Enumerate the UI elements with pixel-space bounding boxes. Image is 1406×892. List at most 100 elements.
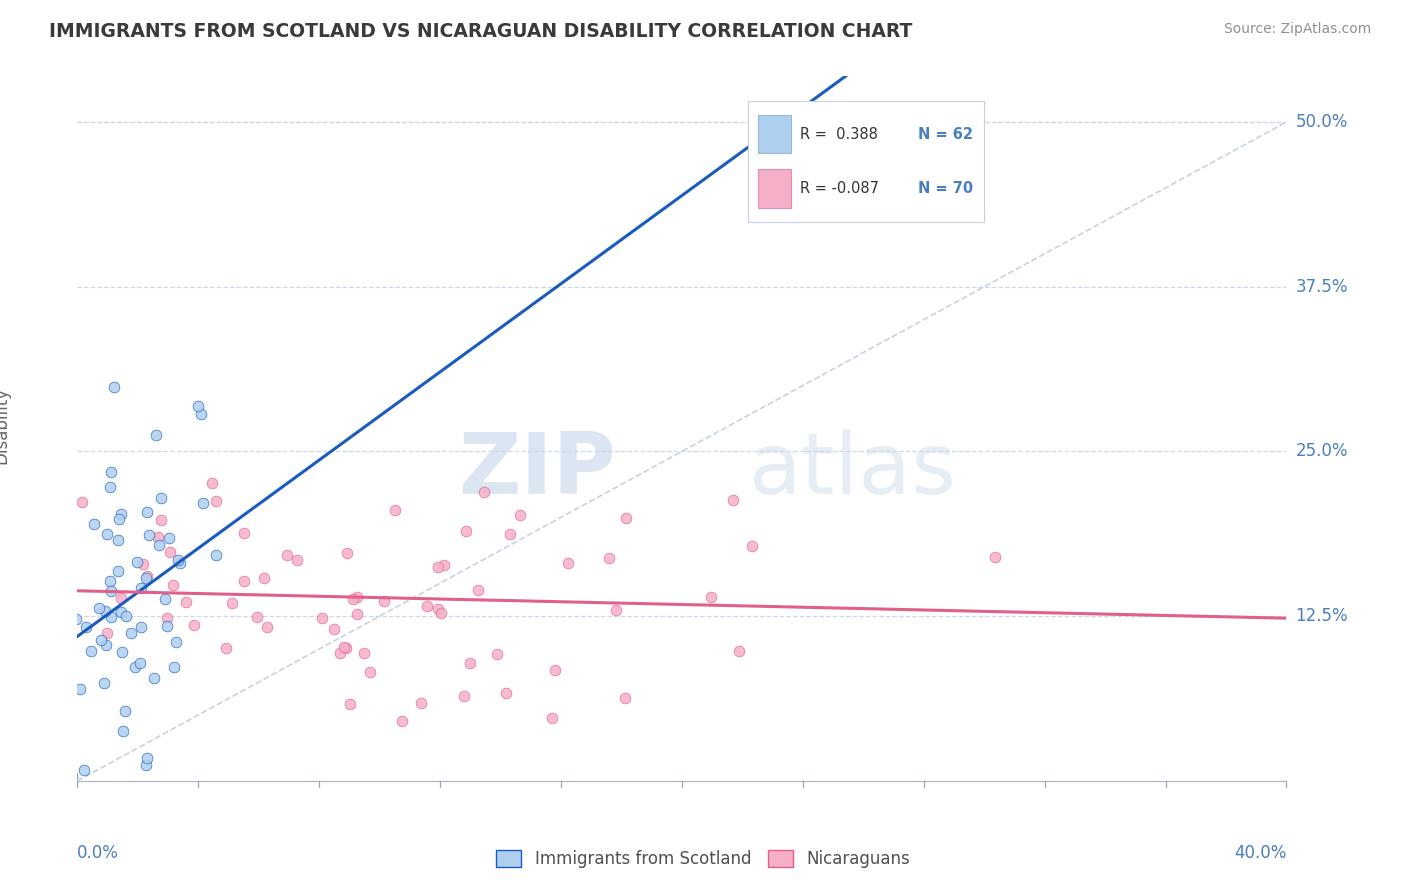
Point [132,819,155,833]
Point [37,538,59,552]
Point [56,690,79,704]
Point [96,626,118,640]
Point [336,546,359,560]
Point [90,632,112,647]
Point [433,558,456,572]
Point [165,635,187,649]
Point [146,530,169,544]
Point [256,620,278,634]
Point [136,751,159,765]
Point [201,476,224,491]
Point [128,656,150,670]
Text: 50.0%: 50.0% [1295,113,1348,131]
Point [430,607,453,621]
Text: 12.5%: 12.5% [1295,607,1348,625]
Text: atlas: atlas [748,429,956,512]
Point [125,555,148,569]
Point [135,505,157,519]
Point [391,714,413,728]
Point [87,601,110,615]
Point [34,588,56,602]
Point [232,574,254,589]
Point [107,564,129,578]
Point [193,496,215,510]
Point [129,581,152,595]
Point [100,574,122,589]
Point [120,625,142,640]
Point [75,620,97,634]
Text: ZIP: ZIP [458,429,616,512]
Point [83,517,105,532]
Point [322,622,344,636]
Point [169,556,191,570]
Point [700,591,723,605]
Point [598,550,620,565]
Point [79,644,101,658]
Point [100,583,122,598]
Point [110,591,132,605]
Text: 0.0%: 0.0% [77,844,120,863]
Point [253,571,276,585]
Point [163,660,186,674]
Point [150,491,173,505]
Point [124,660,146,674]
Point [346,590,368,604]
Point [138,528,160,542]
Point [984,550,1007,565]
Legend: Immigrants from Scotland, Nicaraguans: Immigrants from Scotland, Nicaraguans [489,843,917,875]
Point [333,640,356,654]
Point [53,475,76,489]
Point [148,539,170,553]
Point [339,697,361,711]
Point [285,553,308,567]
Point [174,595,197,609]
Point [221,596,243,610]
Text: 40.0%: 40.0% [1234,844,1286,863]
Point [112,724,135,739]
Point [110,605,132,619]
Point [96,638,118,652]
Point [100,610,122,624]
Text: 37.5%: 37.5% [1295,277,1348,295]
Text: Source: ZipAtlas.com: Source: ZipAtlas.com [1223,22,1371,37]
Point [346,607,368,621]
Point [721,492,744,507]
Point [35,573,58,587]
Point [373,594,395,608]
Point [426,601,449,615]
Point [60,769,83,783]
Text: 25.0%: 25.0% [1295,442,1348,460]
Point [3,633,25,648]
Point [204,548,226,562]
Point [143,671,166,685]
Point [96,527,118,541]
Point [727,644,749,658]
Point [342,592,364,607]
Point [73,764,96,778]
Point [159,545,181,559]
Point [136,569,159,583]
Point [329,647,352,661]
Point [458,656,481,670]
Point [741,539,763,553]
Point [246,609,269,624]
Point [70,495,93,509]
Point [453,690,475,704]
Point [162,578,184,592]
Point [110,507,132,521]
Point [167,553,190,567]
Point [233,526,256,541]
Point [509,508,531,522]
Point [103,380,125,394]
Point [98,480,121,494]
Point [145,428,167,442]
Point [32,686,55,700]
Point [110,645,132,659]
Point [359,665,381,679]
Point [131,558,153,572]
Point [100,465,122,479]
Point [56,611,79,625]
Point [613,691,636,706]
Point [335,640,357,655]
Point [454,524,477,538]
